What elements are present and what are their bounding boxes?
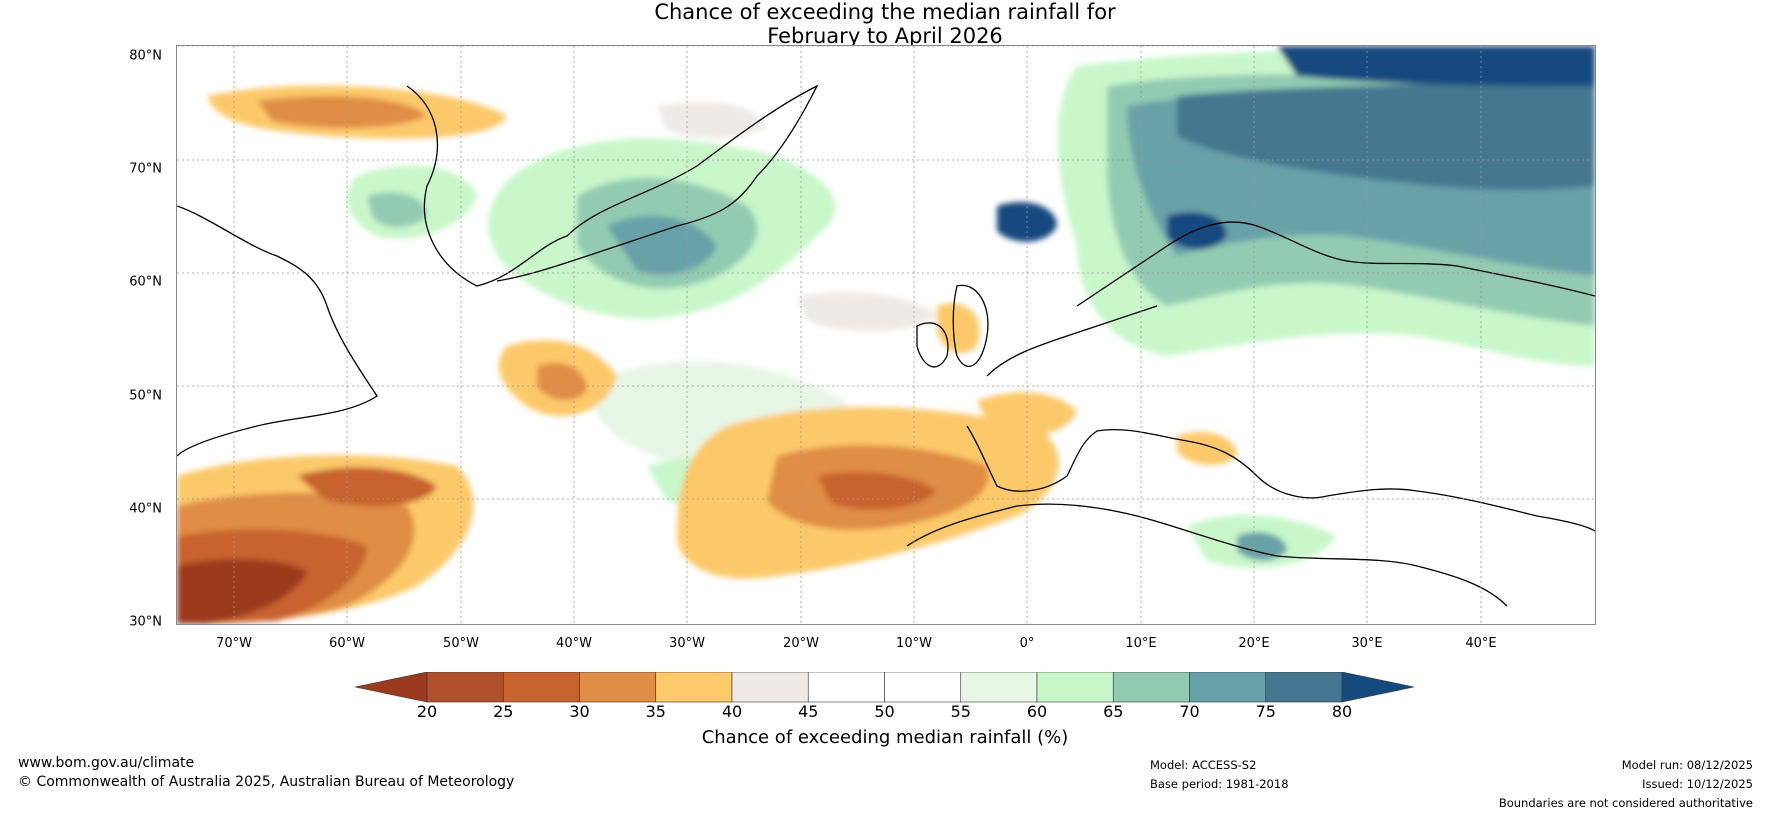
colorbar-segment-30-35 — [579, 672, 657, 703]
colorbar-tick-45: 45 — [798, 702, 819, 721]
lon-label-60w: 60°W — [329, 636, 365, 651]
colorbar-segment-50-55 — [884, 672, 962, 703]
colorbar-segment-65-70 — [1112, 672, 1190, 703]
colorbar-segment-55-60 — [960, 672, 1038, 703]
colorbar-tick-25: 25 — [493, 702, 514, 721]
rainfall-shading — [177, 46, 1595, 624]
lon-label-0: 0° — [1019, 636, 1035, 651]
labrador-coast — [177, 205, 378, 457]
colorbar-tick-30: 30 — [569, 702, 590, 721]
colorbar-segment-40-45 — [731, 672, 809, 703]
footer-disclaimer: Boundaries are not considered authoritat… — [1498, 796, 1753, 810]
map-title: Chance of exceeding the median rainfall … — [0, 0, 1770, 48]
colorbar — [354, 672, 1415, 703]
lon-label-20w: 20°W — [783, 636, 819, 651]
lon-label-30w: 30°W — [669, 636, 705, 651]
colorbar-extend-low — [354, 672, 428, 703]
lat-label-70n: 70°N — [129, 161, 162, 177]
mediterranean-north-coast — [966, 425, 1595, 532]
colorbar-segment-75-80 — [1265, 672, 1343, 703]
colorbar-tick-35: 35 — [645, 702, 666, 721]
lon-label-20e: 20°E — [1238, 636, 1270, 651]
lon-label-50w: 50°W — [443, 636, 479, 651]
lon-label-40e: 40°E — [1465, 636, 1497, 651]
colorbar-tick-40: 40 — [721, 702, 743, 721]
lon-label-70w: 70°W — [216, 636, 252, 651]
colorbar-tick-65: 65 — [1103, 702, 1124, 721]
scandinavia-coast — [1076, 221, 1595, 307]
lat-label-80n: 80°N — [129, 48, 162, 64]
colorbar-tick-60: 60 — [1026, 702, 1048, 721]
europe-coast — [986, 305, 1158, 377]
colorbar-segment-25-30 — [502, 672, 580, 703]
rainfall-map — [176, 45, 1596, 625]
greenland-coast — [406, 84, 819, 287]
lon-label-10w: 10°W — [896, 636, 932, 651]
lon-label-30e: 30°E — [1351, 636, 1383, 651]
footer-copyright: © Commonwealth of Australia 2025, Austra… — [18, 774, 515, 790]
colorbar-segment-35-40 — [655, 672, 733, 703]
lat-label-40n: 40°N — [129, 501, 162, 517]
lon-label-10e: 10°E — [1125, 636, 1157, 651]
coastlines — [177, 84, 1595, 607]
lat-label-50n: 50°N — [129, 388, 162, 404]
colorbar-tick-80: 80 — [1331, 702, 1353, 721]
title-line-2: February to April 2026 — [767, 24, 1003, 48]
title-line-1: Chance of exceeding the median rainfall … — [654, 0, 1116, 24]
lat-label-30n: 30°N — [129, 614, 162, 630]
colorbar-tick-20: 20 — [416, 702, 438, 721]
graticule — [177, 46, 1595, 624]
colorbar-tick-75: 75 — [1255, 702, 1276, 721]
colorbar-tick-55: 55 — [950, 702, 971, 721]
colorbar-tick-50: 50 — [874, 702, 895, 721]
colorbar-tick-70: 70 — [1179, 702, 1200, 721]
colorbar-extend-high — [1341, 672, 1415, 703]
colorbar-segment-60-65 — [1036, 672, 1114, 703]
lon-label-40w: 40°W — [556, 636, 592, 651]
footer-base-period: Base period: 1981-2018 — [1150, 777, 1289, 791]
footer-model: Model: ACCESS-S2 — [1150, 758, 1257, 772]
colorbar-segment-20-25 — [426, 672, 504, 703]
footer-model-run: Model run: 08/12/2025 — [1621, 758, 1753, 772]
colorbar-segment-45-50 — [807, 672, 885, 703]
colorbar-segment-70-75 — [1189, 672, 1267, 703]
colorbar-label: Chance of exceeding median rainfall (%) — [701, 727, 1069, 748]
footer-issued: Issued: 10/12/2025 — [1642, 777, 1753, 791]
lat-label-60n: 60°N — [129, 274, 162, 290]
footer-website: www.bom.gov.au/climate — [18, 755, 195, 771]
north-africa-coast — [906, 503, 1508, 607]
map-canvas — [177, 46, 1595, 624]
britain-coast — [952, 284, 989, 368]
ireland-coast — [916, 322, 949, 368]
